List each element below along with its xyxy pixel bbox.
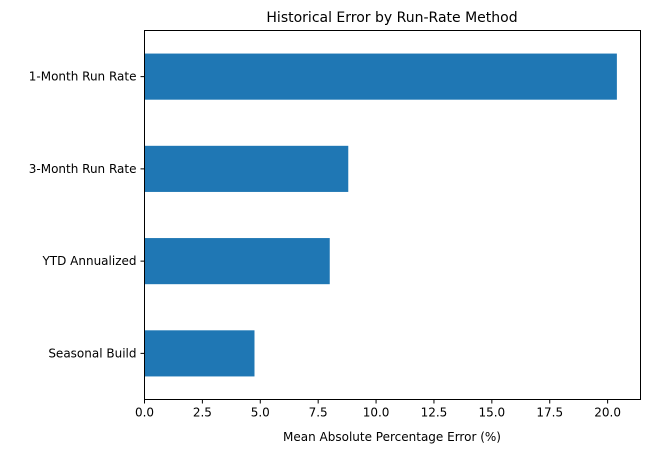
x-axis-title: Mean Absolute Percentage Error (%) — [283, 430, 501, 444]
bar-1 — [144, 145, 349, 192]
plot-frame — [144, 30, 641, 400]
bar-3 — [144, 330, 255, 377]
x-tick-label: 10.0 — [363, 406, 390, 420]
x-tick-label: 17.5 — [536, 406, 563, 420]
bar-0 — [144, 53, 617, 100]
x-tick-label: 2.5 — [193, 406, 212, 420]
chart-title: Historical Error by Run-Rate Method — [266, 10, 517, 26]
y-tick-label: Seasonal Build — [48, 346, 136, 360]
bar-2 — [144, 238, 330, 285]
y-axis-ticks: 1-Month Run Rate 3-Month Run Rate YTD Annu… — [29, 70, 145, 360]
x-tick-label: 20.0 — [594, 406, 621, 420]
x-axis-ticks: 0.0 2.5 5.0 7.5 10.0 12.5 15.0 17.5 20.0 — [135, 399, 621, 420]
bars-group — [144, 53, 617, 377]
x-tick-label: 12.5 — [421, 406, 448, 420]
x-tick-label: 0.0 — [135, 406, 154, 420]
y-tick-label: YTD Annualized — [41, 254, 136, 268]
x-tick-label: 5.0 — [251, 406, 270, 420]
y-tick-label: 1-Month Run Rate — [29, 70, 137, 84]
x-tick-label: 15.0 — [478, 406, 505, 420]
x-tick-label: 7.5 — [309, 406, 328, 420]
y-tick-label: 3-Month Run Rate — [29, 162, 137, 176]
